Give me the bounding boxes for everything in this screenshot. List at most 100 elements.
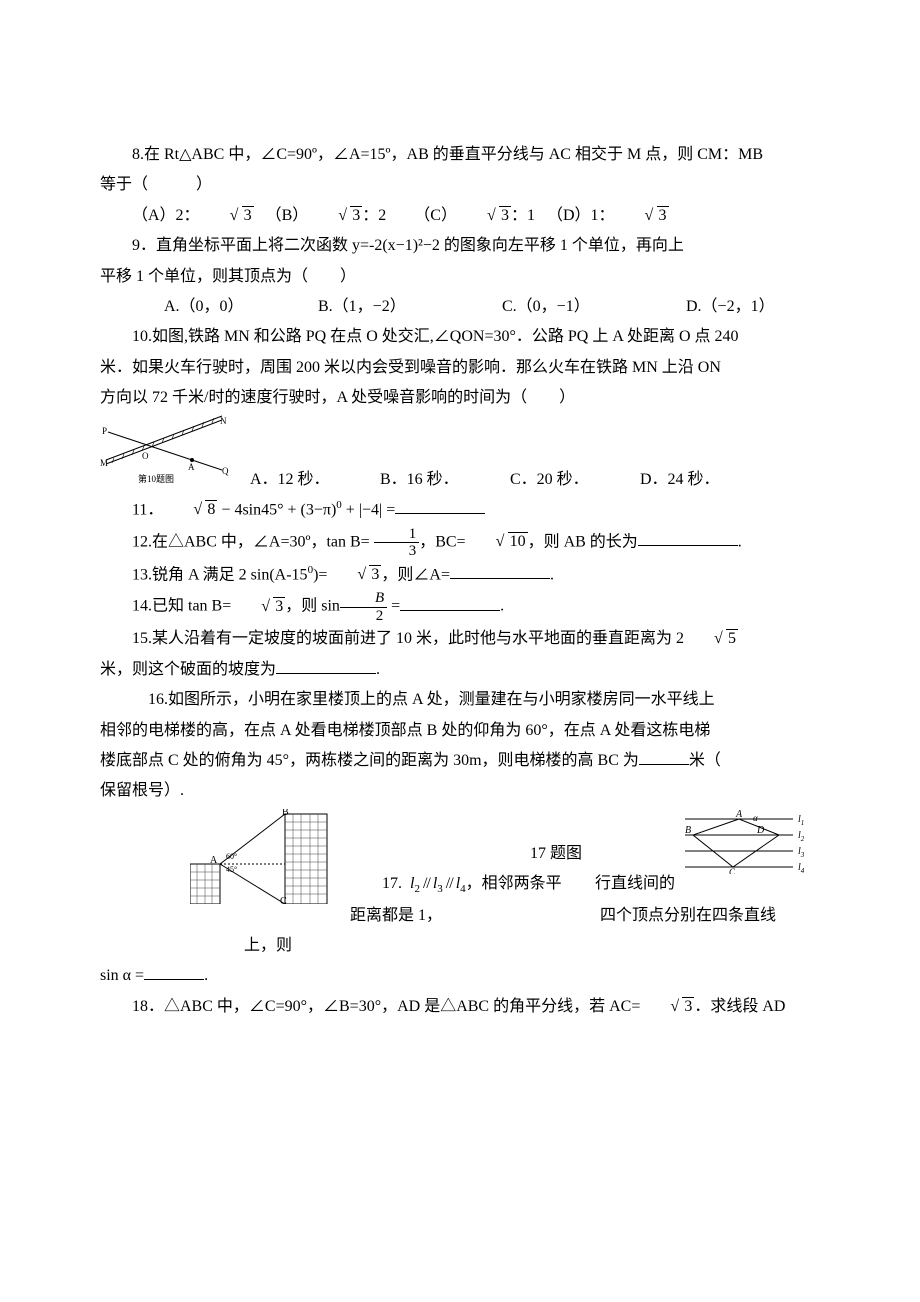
q16-label-C: C	[280, 896, 287, 904]
fraction-icon: 13	[374, 526, 420, 560]
q16-angle45: 45°	[226, 865, 237, 874]
q10-optA: A．12 秒．	[250, 465, 380, 495]
q10-line3: 方向以 72 千米/时的速度行驶时，A 处受噪音影响的时间为（ ）	[100, 383, 820, 413]
q9-optC: C.（0，−1）	[470, 292, 650, 322]
q16-line3-text: 楼底部点 C 处的俯角为 45°，两栋楼之间的距离为 30m，则电梯楼的高 BC…	[100, 752, 639, 769]
q10-figure-row: P N M O A Q 第10题图 A．12 秒． B．16 秒． C．20 秒…	[100, 414, 820, 495]
q17-pre: 17.	[382, 875, 402, 892]
q12-mid: ，BC=	[419, 533, 465, 550]
q14-pre: 14.已知 tan B=	[132, 598, 231, 615]
q9-optA: A.（0，0）	[132, 292, 282, 322]
q10-optB: B．16 秒．	[380, 465, 510, 495]
q10-optC: C．20 秒．	[510, 465, 640, 495]
q11: 11．8 − 4sin45° + (3−π)0 + |−4| =	[100, 495, 820, 526]
q18-post: ．求线段 AD	[694, 998, 785, 1015]
q10-label-O: O	[142, 451, 149, 461]
sqrt-icon: 3	[308, 201, 362, 231]
q17-line2-tail: 上，则	[244, 937, 292, 954]
q13-period: .	[550, 566, 554, 583]
q14-post: =	[387, 598, 400, 615]
q16-angle60: 60°	[226, 852, 237, 861]
fraction-icon: B2	[340, 590, 387, 624]
q17-label-B: B	[685, 825, 691, 836]
q11-pre: 11．	[132, 501, 163, 518]
q17-svg: A B C D α l1 l2 l3 l4	[681, 809, 816, 874]
q17-tail1: ，相邻两条平	[466, 875, 562, 892]
q9-line1: 9．直角坐标平面上将二次函数 y=-2(x−1)²−2 的图象向左平移 1 个单…	[100, 231, 820, 261]
q14-period: .	[500, 598, 504, 615]
q11-mid1: − 4sin45° + (3−π)	[217, 501, 336, 518]
q16-line1: 16.如图所示，小明在家里楼顶上的点 A 处，测量建在与小明家楼房同一水平线上	[100, 685, 820, 715]
q16-line4: 保留根号）.	[100, 776, 820, 806]
q10-line1: 10.如图,铁路 MN 和公路 PQ 在点 O 处交汇,∠QON=30°．公路 …	[100, 322, 820, 352]
q17-l3: l3	[798, 846, 805, 859]
q18: 18．△ABC 中，∠C=90°，∠B=30°，AD 是△ABC 的角平分线，若…	[100, 992, 820, 1022]
q12: 12.在△ABC 中，∠A=30º，tan B= 13，BC=10，则 AB 的…	[100, 526, 820, 560]
q9-line2: 平移 1 个单位，则其顶点为（ ）	[100, 262, 820, 292]
sqrt-icon: 3	[457, 201, 511, 231]
q17-label-right: 17 题图	[530, 845, 582, 862]
q8-line2: 等于（ ）	[100, 170, 820, 200]
q8-optD-rad: 3	[657, 206, 669, 224]
q17-block: A B C 60° 45° A B	[100, 809, 820, 992]
q17-row4: sin α =.	[100, 961, 820, 991]
q10-label-Q: Q	[222, 466, 229, 476]
q14-blank	[400, 594, 500, 611]
q8-optC-pre: （C）	[390, 207, 457, 224]
q12-den: 3	[374, 542, 420, 560]
q8-options: （A）2：3 （B）3：2 （C）3：1 （D）1：3	[100, 201, 820, 231]
q12-num: 1	[374, 526, 420, 543]
q13-post: ，则∠A=	[381, 566, 450, 583]
q8-optB-pre: （B）	[258, 207, 309, 224]
q17-l4: l4	[798, 862, 805, 874]
q10-caption: 第10题图	[138, 473, 174, 484]
sqrt-icon: 3	[615, 201, 669, 231]
q14-num: B	[340, 590, 387, 607]
q10-label-A: A	[188, 462, 195, 472]
q16-line2: 相邻的电梯楼的高，在点 A 处看电梯楼顶部点 B 处的仰角为 60°，在点 A …	[100, 716, 820, 746]
q17-line2-mid: 四个顶点分别在四条直线	[600, 907, 776, 924]
q9-optD: D.（−2，1）	[654, 292, 775, 322]
q13-blank	[450, 562, 550, 579]
q8-optC-post: ：1	[511, 207, 535, 224]
q12-pre: 12.在△ABC 中，∠A=30º，tan B=	[132, 533, 374, 550]
q8-optB-post: ：2	[362, 207, 386, 224]
q14-mid: ，则 sin	[285, 598, 340, 615]
q10-line2: 米．如果火车行驶时，周围 200 米以内会受到噪音的影响．那么火车在铁路 MN …	[100, 353, 820, 383]
q15-blank	[276, 657, 376, 674]
q16-label-B: B	[282, 809, 289, 818]
sqrt-icon: 3	[640, 992, 694, 1022]
q16-svg: A B C 60° 45°	[190, 809, 340, 904]
q9-options: A.（0，0） B.（1，−2） C.（0，−1） D.（−2，1）	[100, 292, 820, 322]
q17-period: .	[204, 967, 208, 984]
q8-optA-rad: 3	[242, 206, 254, 224]
q11-mid2: + |−4| =	[342, 501, 395, 518]
q17-label-C: C	[729, 867, 736, 874]
q8-optB-rad: 3	[350, 206, 362, 224]
q12-period: .	[738, 533, 742, 550]
q12-blank	[638, 529, 738, 546]
parallel-icon: //	[443, 875, 456, 892]
q17-label-D: D	[756, 825, 765, 836]
q15-line1: 15.某人沿着有一定坡度的坡面前进了 10 米，此时他与水平地面的垂直距离为 2…	[100, 624, 820, 654]
q17-line2-pre: 距离都是 1，	[350, 907, 442, 924]
q17-label-A: A	[735, 809, 743, 820]
q17-l2: l2	[798, 830, 805, 843]
q17-row2-tail: 行直线间的	[563, 869, 675, 899]
q16-line3: 楼底部点 C 处的俯角为 45°，两栋楼之间的距离为 30m，则电梯楼的高 BC…	[100, 746, 820, 776]
q14: 14.已知 tan B= 3，则 sinB2 =.	[100, 590, 820, 624]
q15-line2-text: 米，则这个破面的坡度为	[100, 661, 276, 678]
q15-rad: 5	[726, 629, 738, 647]
q16-label-A: A	[210, 855, 218, 866]
q14-rad: 3	[273, 597, 285, 615]
q15-line2: 米，则这个破面的坡度为.	[100, 655, 820, 685]
sqrt-icon: 8	[163, 495, 217, 525]
sqrt-icon: 3	[327, 560, 381, 590]
q8-optC-rad: 3	[499, 206, 511, 224]
sqrt-icon: 3	[200, 201, 254, 231]
q17-l1: l1	[798, 814, 804, 827]
q13-rad: 3	[369, 565, 381, 583]
q10-figure: P N M O A Q 第10题图	[100, 414, 230, 495]
q10-label-M: M	[100, 458, 108, 468]
q10-optD: D．24 秒．	[640, 465, 720, 495]
